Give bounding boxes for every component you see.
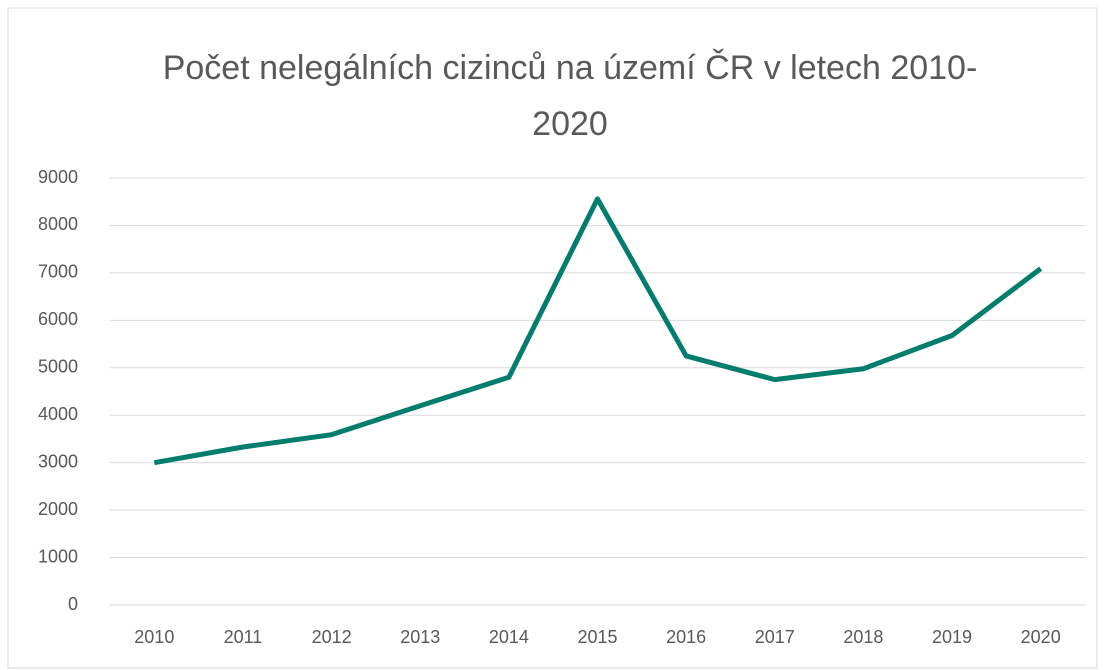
x-tick-label: 2017: [755, 627, 795, 647]
y-tick-label: 3000: [38, 451, 78, 471]
x-tick-label: 2016: [666, 627, 706, 647]
x-tick-label: 2010: [134, 627, 174, 647]
y-tick-label: 1000: [38, 546, 78, 566]
x-tick-label: 2011: [224, 627, 263, 647]
y-tick-label: 0: [68, 594, 78, 614]
x-tick-label: 2020: [1021, 627, 1061, 647]
y-tick-label: 8000: [38, 214, 78, 234]
y-tick-label: 9000: [38, 167, 78, 187]
x-tick-label: 2015: [577, 627, 617, 647]
y-tick-label: 4000: [38, 404, 78, 424]
x-tick-label: 2012: [312, 627, 352, 647]
y-tick-label: 2000: [38, 499, 78, 519]
y-tick-label: 5000: [38, 357, 78, 377]
chart-title: Počet nelegálních cizinců na území ČR v …: [162, 49, 978, 143]
x-tick-label: 2013: [400, 627, 440, 647]
line-series: [153, 196, 1043, 466]
x-tick-label: 2014: [489, 627, 529, 647]
y-tick-label: 7000: [38, 262, 78, 282]
x-tick-label: 2018: [843, 627, 883, 647]
x-tick-label: 2019: [932, 627, 972, 647]
y-tick-label: 6000: [38, 309, 78, 329]
